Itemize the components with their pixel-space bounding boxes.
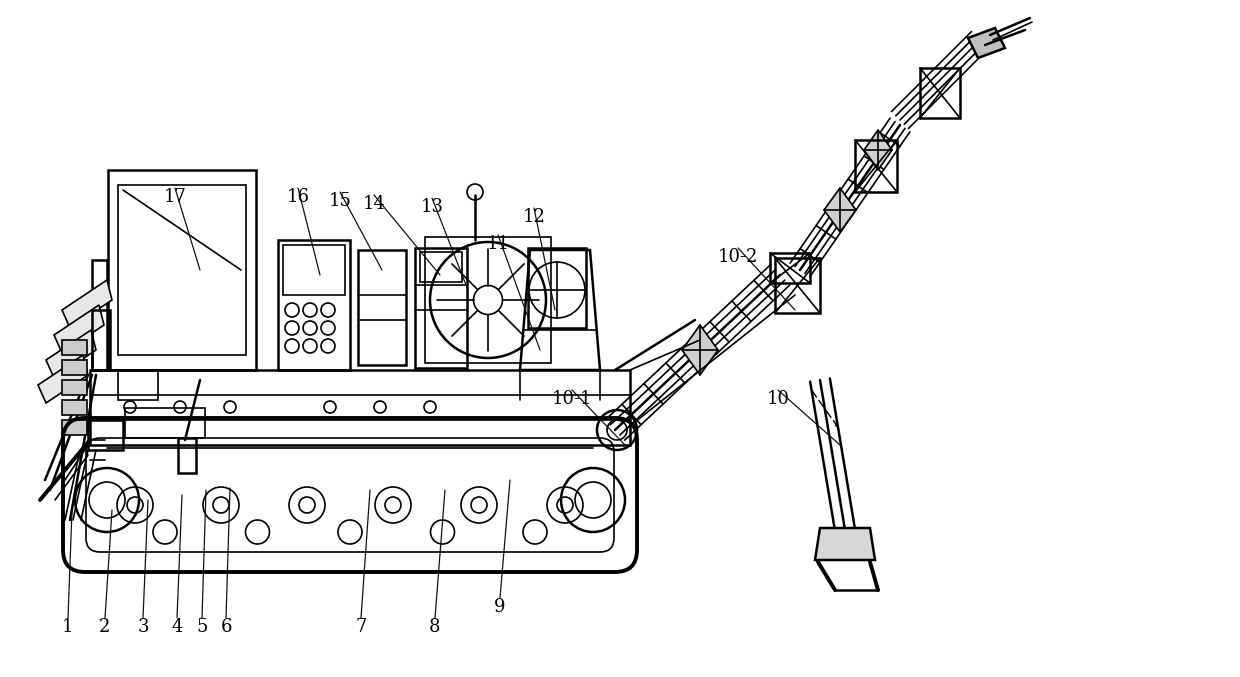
Polygon shape bbox=[38, 355, 88, 403]
Text: 8: 8 bbox=[429, 618, 440, 636]
Bar bbox=[62, 400, 87, 415]
Bar bbox=[92, 260, 107, 370]
Bar bbox=[108, 170, 255, 370]
Text: 9: 9 bbox=[495, 598, 506, 616]
Text: 3: 3 bbox=[138, 618, 149, 636]
Text: 7: 7 bbox=[356, 618, 367, 636]
Polygon shape bbox=[55, 305, 104, 353]
Bar bbox=[91, 370, 630, 445]
Bar bbox=[283, 245, 345, 295]
Text: 4: 4 bbox=[171, 618, 182, 636]
Text: 14: 14 bbox=[362, 195, 386, 213]
Bar bbox=[88, 420, 123, 450]
Bar bbox=[425, 237, 551, 363]
Polygon shape bbox=[825, 188, 856, 232]
Polygon shape bbox=[864, 130, 892, 170]
Text: 17: 17 bbox=[164, 188, 186, 206]
Text: 11: 11 bbox=[486, 235, 510, 253]
Bar bbox=[92, 310, 110, 370]
Bar bbox=[420, 252, 463, 282]
Bar bbox=[770, 253, 810, 283]
Polygon shape bbox=[682, 325, 718, 375]
Bar bbox=[62, 380, 87, 395]
Text: 13: 13 bbox=[420, 198, 444, 216]
Text: 10: 10 bbox=[766, 390, 790, 408]
Polygon shape bbox=[968, 28, 1004, 58]
Bar bbox=[528, 248, 587, 328]
Text: 10-2: 10-2 bbox=[718, 248, 758, 266]
Bar bbox=[62, 420, 87, 435]
Text: 6: 6 bbox=[221, 618, 232, 636]
Bar bbox=[179, 438, 196, 473]
Text: 2: 2 bbox=[99, 618, 110, 636]
Text: 1: 1 bbox=[62, 618, 73, 636]
Bar bbox=[920, 68, 960, 118]
Polygon shape bbox=[46, 330, 95, 378]
Text: 16: 16 bbox=[286, 188, 310, 206]
Bar bbox=[125, 408, 205, 438]
Bar bbox=[118, 185, 246, 355]
Bar bbox=[278, 240, 350, 370]
Bar bbox=[415, 248, 467, 368]
Bar bbox=[856, 140, 897, 192]
Text: 10-1: 10-1 bbox=[552, 390, 593, 408]
Bar bbox=[775, 258, 820, 313]
Polygon shape bbox=[815, 528, 875, 560]
Bar bbox=[62, 340, 87, 355]
Bar bbox=[62, 360, 87, 375]
Text: 5: 5 bbox=[196, 618, 207, 636]
Polygon shape bbox=[62, 280, 112, 328]
Bar bbox=[358, 250, 405, 365]
Bar bbox=[118, 370, 157, 400]
Text: 15: 15 bbox=[329, 192, 351, 210]
Text: 12: 12 bbox=[522, 208, 546, 226]
